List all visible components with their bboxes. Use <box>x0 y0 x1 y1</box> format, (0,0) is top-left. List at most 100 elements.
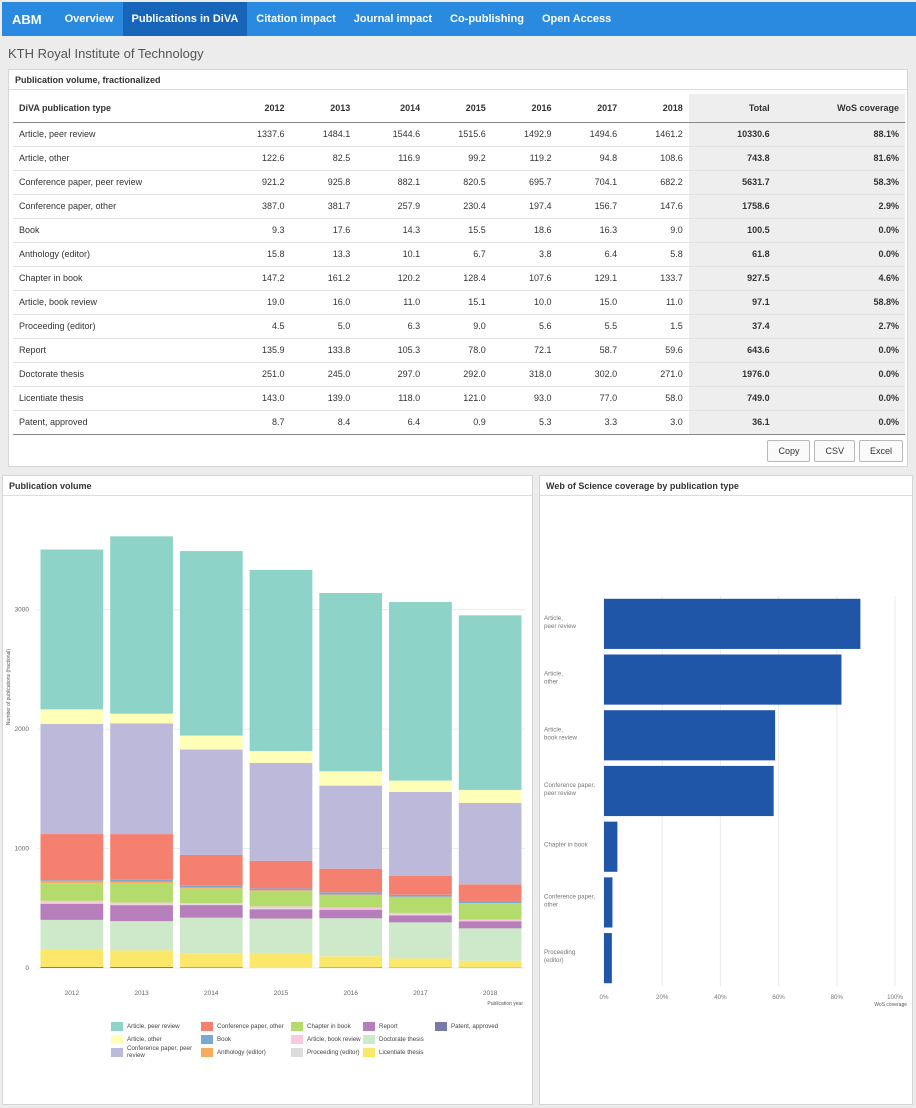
bar-segment <box>40 834 104 881</box>
table-cell: 0.0% <box>775 218 905 243</box>
x-tick-label: 2014 <box>204 990 219 997</box>
legend-item[interactable]: Conference paper, other <box>201 1021 291 1031</box>
tab-citation-impact[interactable]: Citation impact <box>256 13 336 25</box>
legend-item[interactable]: Report <box>363 1021 435 1031</box>
bar-segment <box>458 884 522 902</box>
bar-segment <box>319 909 383 919</box>
tab-open-access[interactable]: Open Access <box>541 13 612 25</box>
legend-spacer <box>435 1047 511 1057</box>
bar-segment <box>110 921 173 951</box>
bar-segment <box>319 785 383 869</box>
legend-item[interactable]: Conference paper, peer review <box>111 1045 201 1059</box>
legend-label: Licentiate thesis <box>379 1048 424 1056</box>
table-cell: 743.8 <box>688 146 776 171</box>
table-cell: 695.7 <box>491 170 558 195</box>
table-cell: 16.0 <box>290 290 357 315</box>
table-row: Conference paper, peer review 921.2 925.8 8… <box>13 170 905 195</box>
table-cell: 251.0 <box>214 362 291 387</box>
legend-item[interactable]: Article, book review <box>291 1034 363 1044</box>
legend-swatch <box>111 1034 123 1044</box>
legend-label: Article, book review <box>307 1035 361 1043</box>
column-header[interactable]: DiVA publication type <box>13 94 215 123</box>
column-header[interactable]: 2015 <box>426 94 492 123</box>
top-navbar: ABM Overview Publications in DiVA Citati… <box>2 2 916 36</box>
legend-label: Conference paper, peer review <box>127 1045 193 1059</box>
table-cell: 704.1 <box>557 170 624 195</box>
publication-volume-table: DiVA publication type 2012 2013 2014 2015 201… <box>13 94 905 435</box>
wos-coverage-chart-panel: Web of Science coverage by publication t… <box>539 475 913 1105</box>
bar-segment <box>179 888 243 904</box>
bar-segment <box>458 901 522 904</box>
wos-bar <box>604 821 618 872</box>
table-cell: 10.1 <box>356 242 427 267</box>
table-cell: 9.0 <box>623 218 689 243</box>
table-cell: 119.2 <box>491 146 558 171</box>
tab-journal-impact[interactable]: Journal impact <box>353 13 432 25</box>
tab-publications-in-diva[interactable]: Publications in DiVA <box>122 2 248 36</box>
legend-item[interactable]: Doctorate thesis <box>363 1034 435 1044</box>
table-cell: 36.1 <box>688 410 776 435</box>
category-label: Chapter in book <box>544 842 589 849</box>
legend-item[interactable]: Book <box>201 1034 291 1044</box>
bar-segment <box>249 890 313 892</box>
table-cell: 749.0 <box>688 386 776 411</box>
table-cell: 4.5 <box>214 314 291 339</box>
copy-button[interactable]: Copy <box>767 440 811 462</box>
legend-item[interactable]: Anthology (editor) <box>201 1047 291 1057</box>
csv-button[interactable]: CSV <box>814 440 855 462</box>
table-cell: 78.0 <box>426 338 492 363</box>
table-cell: 59.6 <box>623 338 689 363</box>
legend-swatch <box>435 1021 447 1031</box>
wos-panel-title: Web of Science coverage by publication t… <box>540 476 912 496</box>
legend-item[interactable]: Article, peer review <box>111 1021 201 1031</box>
legend-label: Conference paper, other <box>217 1022 284 1030</box>
table-cell: 0.9 <box>426 410 492 435</box>
bar-segment <box>40 883 104 901</box>
column-header[interactable]: 2012 <box>214 94 291 123</box>
bar-segment <box>389 876 452 895</box>
legend-item[interactable]: Article, other <box>111 1034 201 1044</box>
tab-co-publishing[interactable]: Co-publishing <box>450 13 524 25</box>
bar-segment <box>179 967 243 968</box>
column-header[interactable]: WoS coverage <box>775 94 905 123</box>
column-header[interactable]: Total <box>688 94 776 123</box>
table-cell: 105.3 <box>356 338 427 363</box>
wos-bar <box>604 877 613 928</box>
bar-segment <box>458 960 522 968</box>
legend-item[interactable]: Patent, approved <box>435 1021 511 1031</box>
bar-segment <box>179 749 243 855</box>
bar-segment <box>389 896 452 898</box>
bar-segment <box>40 549 104 710</box>
bar-segment <box>110 713 173 724</box>
legend-label: Proceeding (editor) <box>307 1048 360 1056</box>
wos-bar <box>604 933 612 984</box>
column-header[interactable]: 2017 <box>557 94 624 123</box>
table-cell: 0.0% <box>775 362 905 387</box>
table-cell: 5.5 <box>557 314 624 339</box>
table-cell: 120.2 <box>356 266 427 291</box>
column-header[interactable]: 2016 <box>491 94 558 123</box>
legend-item[interactable]: Licentiate thesis <box>363 1047 435 1057</box>
bar-segment <box>110 834 173 880</box>
table-cell: 925.8 <box>290 170 357 195</box>
table-cell: 11.0 <box>356 290 427 315</box>
bar-segment <box>319 918 383 957</box>
bar-segment <box>389 894 452 897</box>
category-label: Article, other <box>544 671 563 686</box>
bar-segment <box>319 771 383 786</box>
legend-item[interactable]: Chapter in book <box>291 1021 363 1031</box>
excel-button[interactable]: Excel <box>858 440 903 462</box>
legend-swatch <box>363 1034 375 1044</box>
column-header[interactable]: 2018 <box>623 94 689 123</box>
bar-segment <box>40 881 104 884</box>
tab-overview[interactable]: Overview <box>64 13 114 25</box>
bar-segment <box>389 780 452 792</box>
bar-segment <box>389 791 452 877</box>
column-header[interactable]: 2014 <box>356 94 427 123</box>
table-row: Licentiate thesis 143.0 139.0 118.0 121.0 93.… <box>13 386 905 411</box>
bar-segment <box>40 903 104 904</box>
column-header[interactable]: 2013 <box>290 94 357 123</box>
table-cell: 58.7 <box>557 338 624 363</box>
brand-logo[interactable]: ABM <box>12 11 42 27</box>
legend-item[interactable]: Proceeding (editor) <box>291 1047 363 1057</box>
